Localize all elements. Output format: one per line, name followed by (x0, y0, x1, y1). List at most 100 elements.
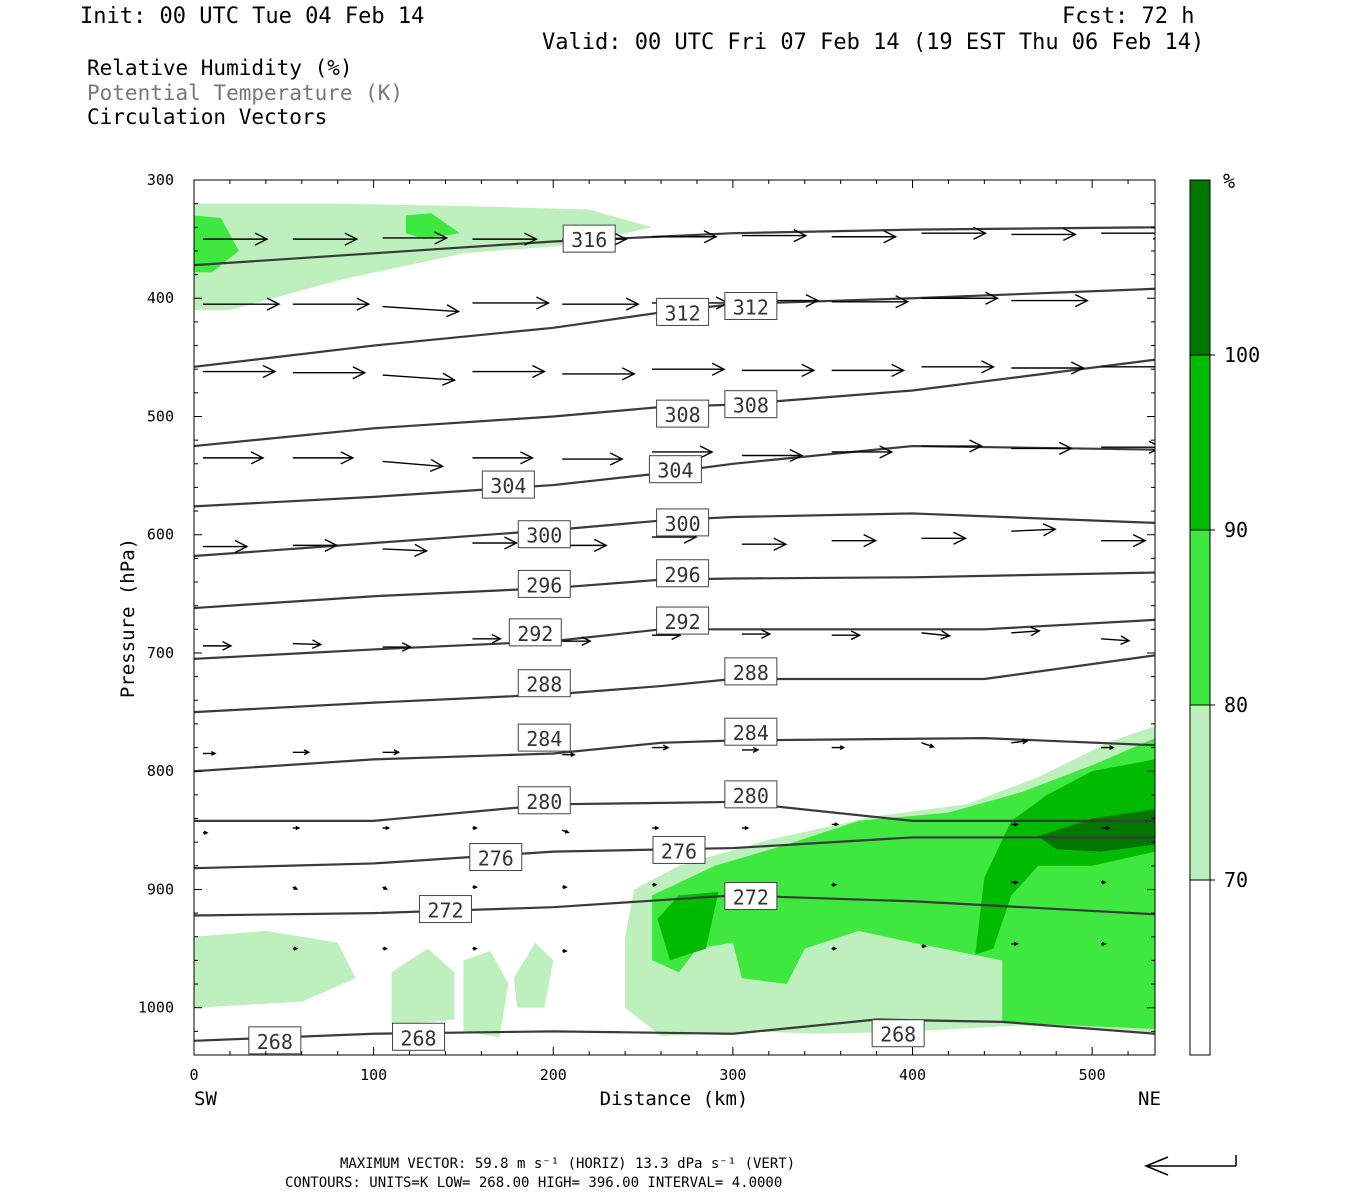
theta-label-box (656, 399, 710, 428)
theta-contour-316 (194, 226, 1155, 267)
circulation-vector (472, 946, 478, 951)
circulation-vector (921, 291, 1000, 305)
circulation-vector (1101, 226, 1155, 240)
circulation-vector (652, 744, 670, 751)
colorbar-tick-label: 90 (1224, 518, 1248, 542)
rh-region-70 (513, 942, 554, 1008)
theta-label-box (656, 606, 710, 635)
theta-label-text: 280 (526, 790, 562, 814)
circulation-vector (1101, 745, 1115, 750)
theta-label: 280 (724, 780, 778, 809)
theta-label-box (648, 455, 702, 484)
theta-label: 284 (517, 723, 571, 752)
circulation-vector (202, 232, 269, 246)
theta-label-text: 296 (526, 573, 562, 597)
circulation-vector (652, 882, 658, 887)
vector-shaft (1011, 528, 1056, 532)
circulation-vector (1101, 635, 1131, 646)
circulation-vector (562, 452, 624, 466)
circulation-vector (382, 825, 391, 831)
colorbar-tick-label: 80 (1224, 693, 1248, 717)
circulation-vector (382, 304, 461, 318)
circulation-vector (1101, 534, 1147, 548)
circulation-vector (202, 641, 233, 651)
circulation-vector (472, 364, 546, 379)
vector-head (393, 749, 401, 756)
vector-head (863, 534, 878, 548)
vector-head (473, 825, 478, 831)
y-tick-label: 900 (147, 880, 174, 898)
theta-label-text: 304 (657, 459, 693, 483)
theta-label-box (871, 1019, 925, 1048)
circulation-vector (472, 232, 538, 246)
rh-shading (194, 203, 1155, 1038)
vector-shaft (1011, 630, 1040, 634)
theta-contour-288 (194, 654, 1155, 714)
vector-head (1132, 534, 1147, 548)
vector-head (356, 297, 371, 311)
circulation-vector (472, 825, 478, 831)
circulation-vector (562, 948, 568, 954)
vector-head (981, 360, 996, 374)
theta-label: 292 (508, 618, 562, 647)
x-end-label-ne: NE (1138, 1088, 1161, 1110)
theta-contour-284 (194, 737, 1155, 773)
vector-head (1062, 227, 1077, 242)
colorbar-swatch (1190, 180, 1210, 355)
circulation-vector (1101, 880, 1107, 885)
circulation-vector (652, 445, 714, 459)
circulation-vector (1011, 441, 1073, 456)
theta-label-box (392, 1022, 446, 1051)
y-tick-label: 800 (147, 762, 174, 780)
vector-head (311, 639, 323, 650)
vector-head (401, 642, 413, 652)
init-time: Init: 00 UTC Tue 04 Feb 14 (80, 4, 425, 29)
vector-head (1101, 880, 1107, 885)
theta-label-box (517, 669, 571, 698)
vector-head (473, 884, 478, 890)
vector-head (434, 231, 449, 245)
vector-head (564, 829, 570, 834)
vector-head (344, 232, 359, 246)
plot-frame (193, 179, 1156, 1056)
theta-label-text: 268 (257, 1030, 293, 1054)
theta-label-text: 276 (661, 839, 697, 863)
vector-shaft (1101, 638, 1130, 642)
theta-label-text: 280 (733, 784, 769, 808)
circulation-vector (292, 885, 299, 890)
theta-label-text: 312 (733, 296, 769, 320)
y-tick-label: 1000 (138, 999, 174, 1017)
x-tick-label: 400 (899, 1066, 926, 1084)
circulation-vector (382, 642, 413, 652)
theta-label-text: 272 (733, 886, 769, 910)
circulation-vector (292, 946, 299, 951)
vector-head (1109, 745, 1115, 750)
circulation-vector (1011, 738, 1029, 745)
theta-label-box (724, 657, 778, 686)
theta-label: 268 (392, 1022, 446, 1051)
vector-head (266, 297, 281, 311)
vector-head (293, 885, 299, 890)
theta-label: 272 (418, 895, 472, 924)
theta-label: 268 (248, 1026, 302, 1055)
field-label-vectors: Circulation Vectors (87, 105, 328, 129)
vector-head (654, 825, 660, 831)
circulation-vector (741, 228, 808, 243)
vector-head (385, 825, 391, 831)
vector-head (295, 825, 301, 831)
y-tick-label: 500 (147, 407, 174, 425)
vector-head (1013, 822, 1019, 827)
circulation-vector (1011, 227, 1077, 242)
vector-head (203, 830, 209, 835)
theta-label-box (517, 786, 571, 815)
circulation-vector (292, 749, 311, 756)
vector-head (383, 946, 389, 951)
circulation-vector (831, 822, 840, 827)
vector-head (324, 538, 339, 552)
theta-label-box (481, 470, 535, 499)
y-tick-label: 600 (147, 526, 174, 544)
vector-shaft (382, 374, 455, 381)
vector-head (805, 293, 820, 308)
theta-label-text: 288 (526, 673, 562, 697)
